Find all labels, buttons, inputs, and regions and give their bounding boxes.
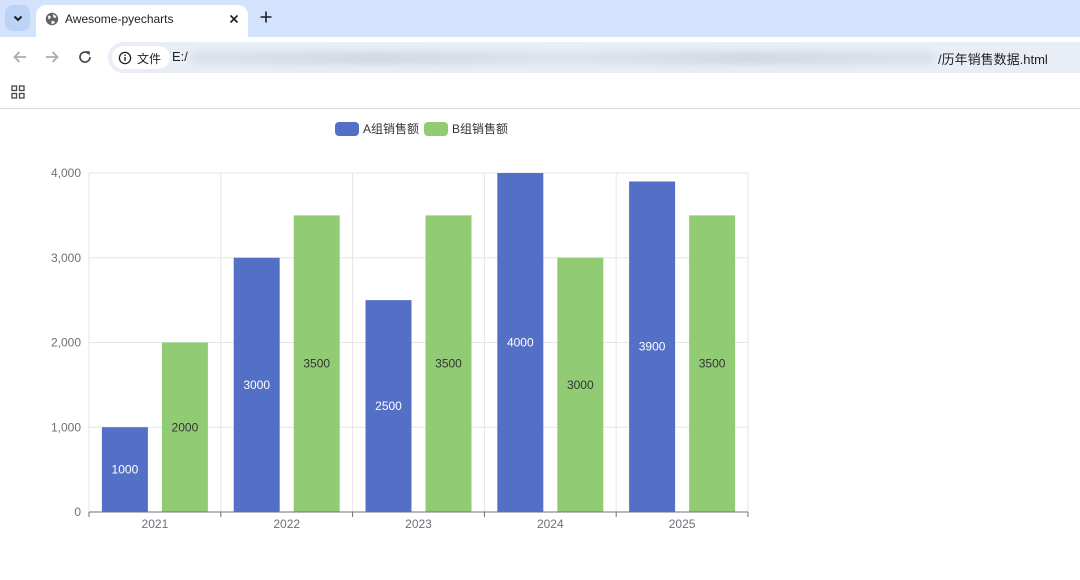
globe-icon bbox=[45, 12, 59, 26]
bar-b bbox=[161, 342, 208, 512]
reload-icon[interactable] bbox=[76, 48, 94, 66]
y-tick-label: 4,000 bbox=[51, 166, 81, 180]
data-label: 2000 bbox=[172, 420, 199, 434]
chart-axes: 0 1,000 2,000 3,000 4,000 2021 2022 2023 2024 202… bbox=[51, 166, 749, 531]
legend-swatch bbox=[335, 122, 359, 136]
address-bar[interactable]: 文件 E:/ /历年销售数据.html bbox=[108, 42, 1080, 73]
site-info-label: 文件 bbox=[137, 52, 162, 66]
x-tick-label: 2021 bbox=[142, 517, 169, 531]
data-label: 3000 bbox=[243, 378, 270, 392]
data-label: 3500 bbox=[435, 357, 462, 371]
bar-b bbox=[557, 257, 604, 512]
legend-label: A组销售额 bbox=[363, 121, 419, 136]
y-tick-label: 2,000 bbox=[51, 336, 81, 350]
browser-tab-strip: Awesome-pyecharts bbox=[0, 0, 1080, 37]
browser-toolbar: 文件 E:/ /历年销售数据.html bbox=[0, 37, 1080, 78]
plus-icon[interactable] bbox=[258, 9, 274, 25]
y-tick-label: 0 bbox=[74, 505, 81, 519]
data-label: 3000 bbox=[567, 378, 594, 392]
data-label: 2500 bbox=[375, 399, 402, 413]
data-label: 3900 bbox=[639, 340, 666, 354]
bar-a bbox=[233, 257, 280, 512]
url-redacted bbox=[190, 51, 935, 65]
bar-a bbox=[497, 173, 544, 512]
url-prefix: E:/ bbox=[172, 49, 188, 64]
bar-b bbox=[689, 215, 736, 512]
tab-search-button[interactable] bbox=[5, 5, 30, 31]
bar-chart: A组销售额 B组销售额 1000 3000 2500 4000 3900 2000 3500 3… bbox=[51, 121, 749, 531]
bookmarks-bar bbox=[0, 78, 1080, 109]
apps-grid-icon[interactable] bbox=[11, 85, 25, 99]
data-label: 3500 bbox=[699, 357, 726, 371]
x-tick-label: 2025 bbox=[669, 517, 696, 531]
active-tab[interactable]: Awesome-pyecharts bbox=[36, 5, 248, 37]
url-suffix: /历年销售数据.html bbox=[938, 52, 1048, 67]
tab-search-icon bbox=[13, 15, 22, 22]
tab-title: Awesome-pyecharts bbox=[65, 12, 174, 26]
x-tick-label: 2024 bbox=[537, 517, 564, 531]
data-label: 4000 bbox=[507, 336, 534, 350]
site-info-chip[interactable]: 文件 bbox=[112, 46, 170, 69]
close-icon[interactable] bbox=[226, 11, 242, 27]
bar-a bbox=[101, 427, 148, 512]
legend-label: B组销售额 bbox=[452, 121, 508, 136]
info-icon bbox=[118, 51, 132, 65]
bar-b bbox=[293, 215, 340, 512]
legend-swatch bbox=[424, 122, 448, 136]
x-tick-label: 2023 bbox=[405, 517, 432, 531]
y-tick-label: 3,000 bbox=[51, 251, 81, 265]
chart-legend: A组销售额 B组销售额 bbox=[335, 121, 508, 136]
data-label: 3500 bbox=[303, 357, 330, 371]
y-tick-label: 1,000 bbox=[51, 420, 81, 434]
forward-arrow-icon[interactable] bbox=[43, 48, 61, 66]
chart-bars: 1000 3000 2500 4000 3900 2000 3500 3500 3000 3500 bbox=[101, 173, 736, 512]
data-label: 1000 bbox=[112, 463, 139, 477]
bar-a bbox=[629, 181, 676, 512]
bar-b bbox=[425, 215, 472, 512]
back-arrow-icon[interactable] bbox=[11, 48, 29, 66]
bar-a bbox=[365, 300, 412, 512]
x-tick-label: 2022 bbox=[273, 517, 300, 531]
